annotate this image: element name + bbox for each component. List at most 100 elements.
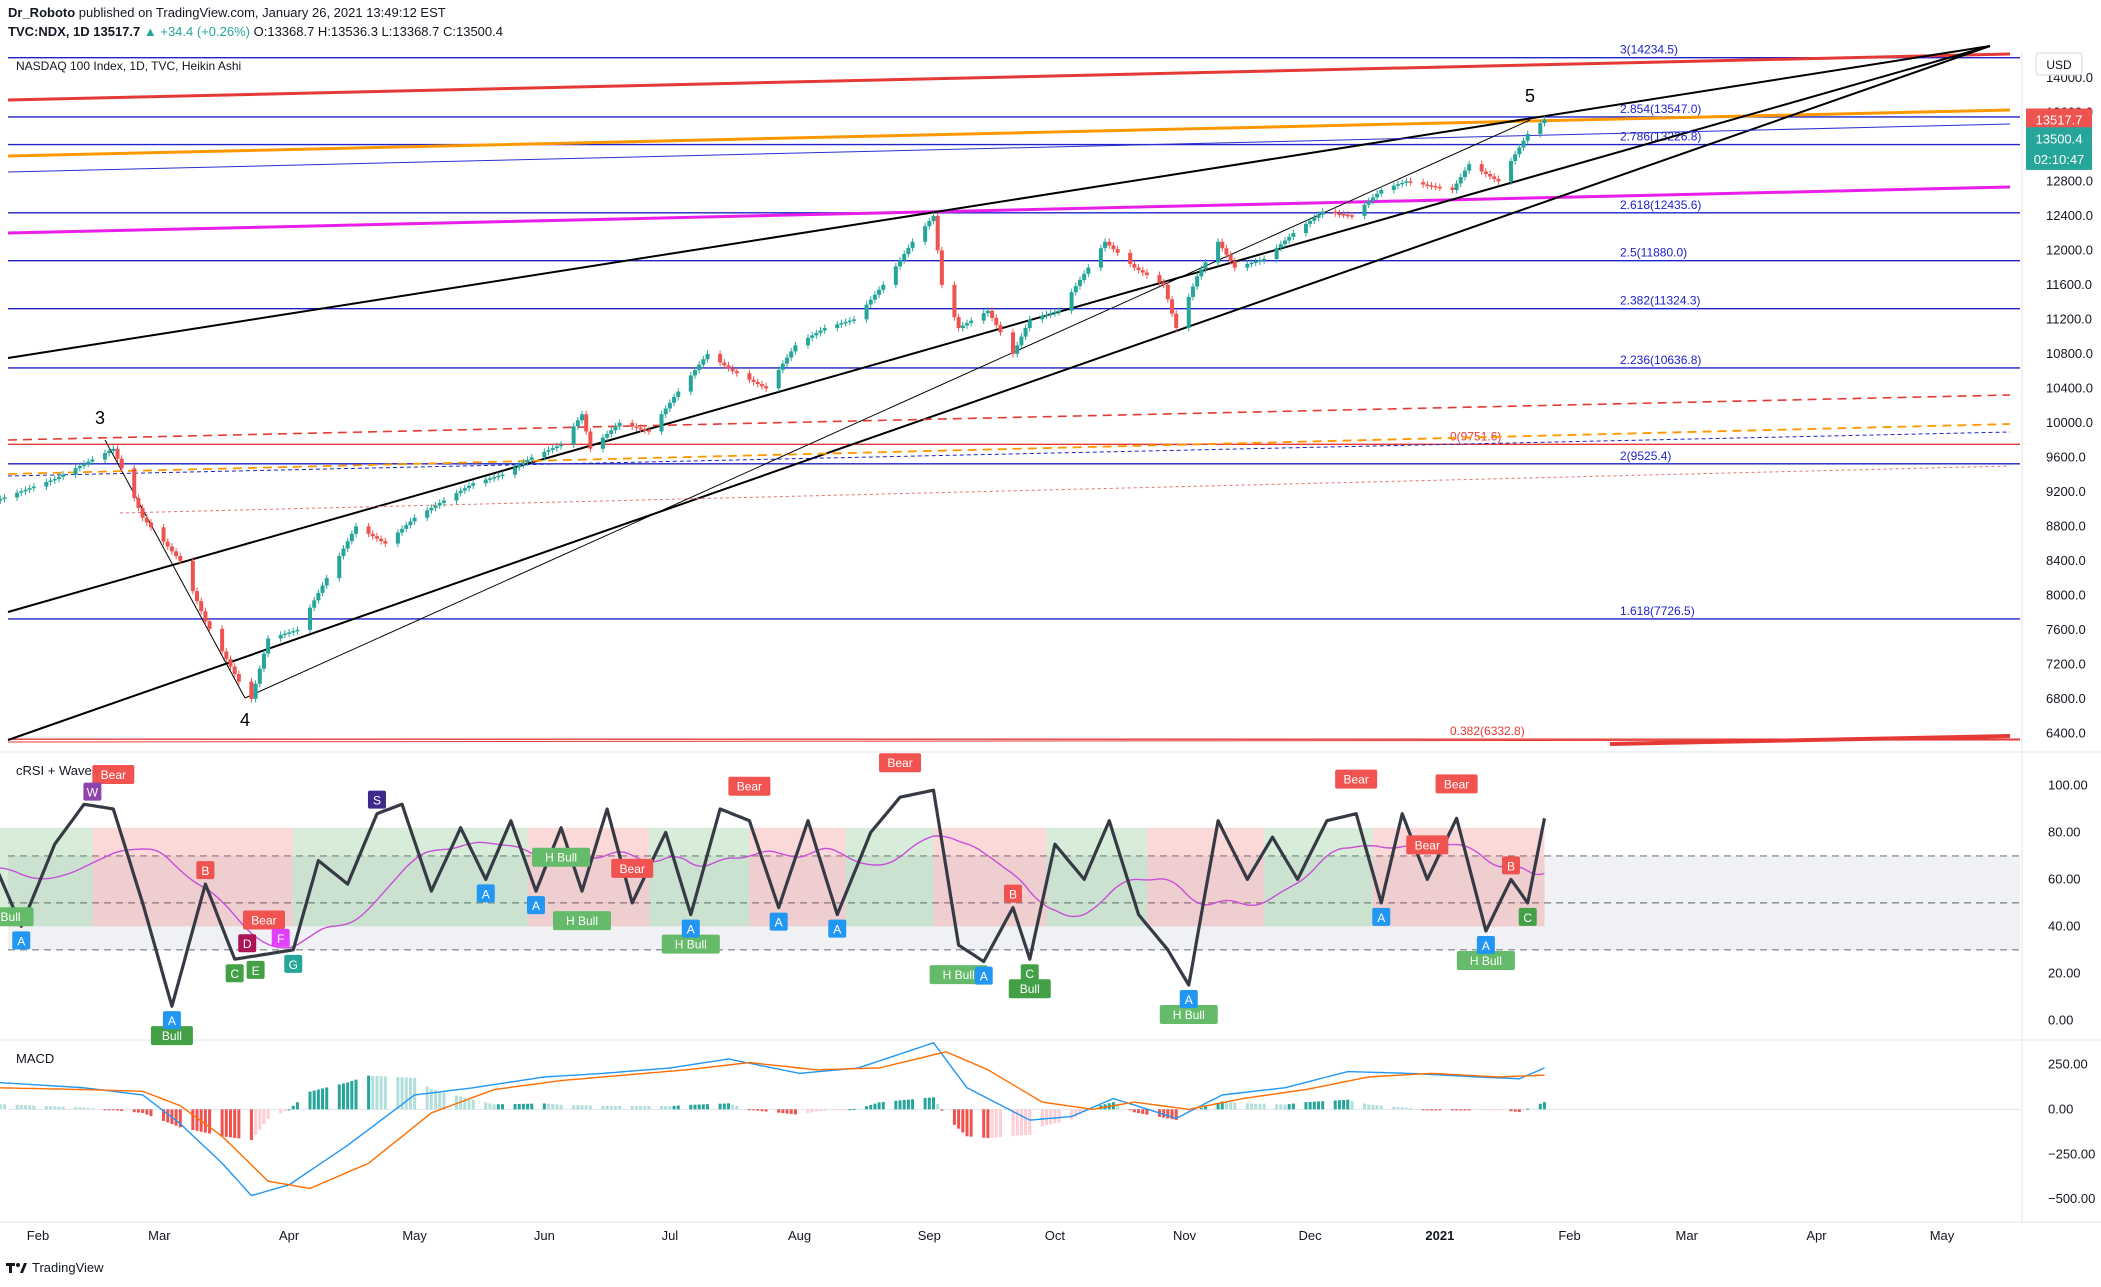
macd-histogram-bar [1409,1108,1413,1110]
candle-body [1333,211,1338,214]
currency-badge[interactable] [2035,52,2083,76]
macd-histogram-bar [1166,1109,1170,1119]
candle-body [383,541,388,544]
candle-body [521,462,526,465]
crsi-marker-label: A [980,970,988,984]
macd-line [0,1041,1545,1197]
publisher-name[interactable]: Dr_Roboto [8,5,76,20]
candle-body [203,611,208,622]
publisher-line: Dr_Roboto published on TradingView.com, … [8,5,446,20]
crsi-pane: Bear Bear Bear Bear Bear Bear Bear Bear H Bull Bu… [0,753,2020,1046]
macd-histogram-bar [1019,1109,1023,1136]
macd-histogram-bar [634,1105,638,1110]
candle-body [119,458,124,469]
fib-level-label: 2(9525.4) [1620,449,1671,463]
candle-body [320,585,325,593]
macd-histogram-bar [852,1108,856,1110]
macd-histogram-bar [618,1105,622,1110]
crsi-marker-b [1501,856,1520,875]
macd-histogram-bar [1538,1103,1542,1110]
macd-histogram-bar [400,1077,404,1110]
macd-histogram-bar [911,1099,915,1110]
bull-signal-badge [1456,951,1515,971]
crsi-marker-c [225,964,244,983]
candle-body [1283,240,1288,245]
candle-body [546,449,551,452]
candle-body [441,500,446,503]
macd-histogram-bar [1350,1100,1354,1110]
crsi-marker-label: A [687,923,695,937]
crsi-marker-s [367,790,386,809]
candle-body [1253,261,1258,263]
candle-body [1128,252,1133,264]
macd-histogram-bar [1333,1100,1337,1110]
candle-body [1111,245,1116,250]
macd-histogram-bar [1216,1102,1220,1110]
candle-body [906,247,911,255]
macd-histogram-bar [777,1109,781,1113]
candle-body [257,668,262,684]
macd-histogram-bar [166,1109,170,1123]
macd-histogram-bar [676,1105,680,1110]
crsi-marker-a [526,896,545,915]
candle-body [646,430,651,432]
macd-histogram-bar [668,1106,672,1110]
candle-body [1228,254,1233,262]
ha-close-badge: 13500.4 [2036,131,2083,146]
candle-body [462,488,467,491]
macd-histogram-bar [848,1109,852,1111]
candle-body [1287,236,1292,241]
last-price-badge: 13517.7 [2036,112,2083,127]
macd-histogram-bar [865,1106,869,1110]
macd-histogram-bar [965,1109,969,1137]
price-tick-label: 9200.0 [2046,484,2086,499]
crsi-marker-label: A [532,899,540,913]
bear-signal-label: Bear [101,768,126,782]
candle-body [747,373,752,380]
candle-body [705,353,710,360]
macd-histogram-bar [459,1096,463,1110]
time-tick-label: Feb [1558,1228,1580,1243]
candle-body [111,448,116,451]
candle-body [1450,187,1455,190]
candle-body [1437,186,1442,189]
macd-histogram-bar [1375,1105,1379,1110]
candle-body [1425,184,1430,187]
tradingview-brand[interactable]: TradingView [6,1260,104,1275]
bull-signal-label: H Bull [566,914,598,928]
macd-histogram-bar [1367,1104,1371,1110]
candle-body [1107,241,1112,246]
macd-histogram-bar [220,1109,224,1137]
time-tick-label: Feb [27,1228,49,1243]
macd-histogram-bar [823,1109,827,1111]
macd-tick-label: 0.00 [2048,1101,2073,1116]
macd-histogram-bar [1262,1103,1266,1110]
macd-histogram-bar [835,1109,839,1111]
candle-body [1190,286,1195,297]
candle-body [1199,269,1204,277]
candle-body [1057,310,1062,313]
candle-body [722,362,727,366]
crsi-line [0,788,1547,1008]
bear-signal-label: Bear [620,862,645,876]
macd-histogram-bar [1291,1103,1295,1110]
candle-body [964,323,969,326]
macd-histogram-bar [969,1109,973,1137]
bear-signal-label: Bear [1444,777,1469,791]
macd-histogram-bar [195,1109,199,1131]
candle-body [1454,183,1459,190]
macd-histogram-bar [1040,1109,1044,1127]
crsi-shade [845,827,934,927]
macd-histogram-bar [521,1103,525,1110]
candle-body [236,674,241,682]
macd-histogram-bar [1011,1109,1015,1137]
macd-histogram-bar [526,1103,530,1110]
time-tick-label: Oct [1045,1228,1066,1243]
macd-histogram-bar [559,1104,563,1110]
candle-body [190,560,195,592]
crsi-marker-a [974,966,993,985]
crsi-marker-label: A [1185,993,1193,1007]
bear-signal-badge [242,910,285,930]
macd-histogram-bar [488,1103,492,1110]
